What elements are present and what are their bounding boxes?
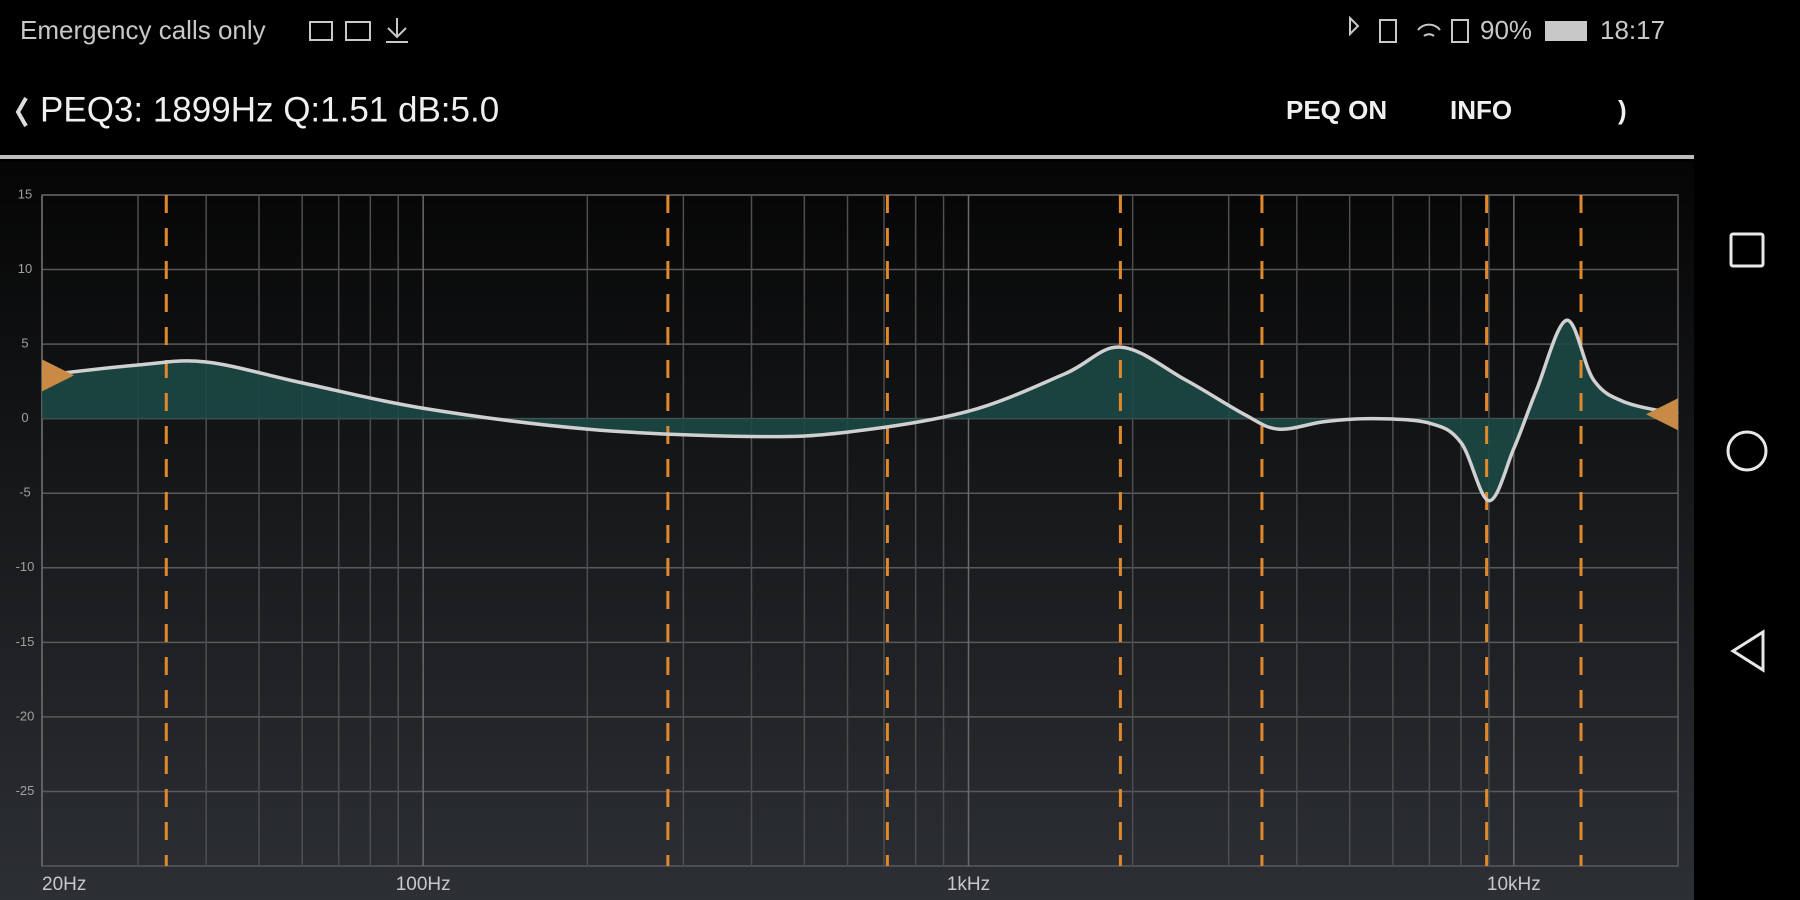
response-curve bbox=[41, 318, 1679, 503]
y-tick-label: -5 bbox=[19, 485, 31, 500]
y-tick-label: 15 bbox=[18, 186, 32, 201]
y-tick-label: -25 bbox=[16, 783, 35, 798]
plot: 15 10 5 0 -5 -10 -15 -20 -25 20Hz 100Hz 1kHz 10kHz bbox=[16, 186, 1679, 895]
y-tick-label: -20 bbox=[16, 708, 35, 723]
x-tick-label: 20Hz bbox=[42, 874, 86, 895]
status-icons bbox=[309, 15, 1587, 43]
toolbar-title: PEQ3: 1899Hz Q:1.51 dB:5.0 bbox=[40, 90, 499, 129]
carrier: Emergency calls only bbox=[20, 15, 266, 45]
home-button[interactable] bbox=[1726, 430, 1768, 472]
x-tick-label: 1kHz bbox=[947, 874, 990, 895]
recents-button[interactable] bbox=[1729, 232, 1765, 268]
clock: 18:17 bbox=[1600, 15, 1665, 45]
shelf-handle[interactable] bbox=[1646, 398, 1678, 431]
x-tick-label: 10kHz bbox=[1487, 874, 1541, 895]
y-tick-label: 0 bbox=[21, 410, 28, 425]
response-area bbox=[42, 320, 1678, 501]
peq-toggle[interactable]: PEQ ON bbox=[1286, 95, 1387, 125]
toolbar-divider bbox=[0, 155, 1694, 159]
y-tick-label: 10 bbox=[18, 261, 32, 276]
back-nav-button[interactable] bbox=[1730, 629, 1765, 673]
back-button[interactable] bbox=[15, 97, 28, 127]
menu-button[interactable]: ) bbox=[1618, 95, 1627, 125]
y-tick-label: 5 bbox=[21, 336, 28, 351]
info-button[interactable]: INFO bbox=[1450, 95, 1512, 125]
y-tick-label: -15 bbox=[16, 634, 35, 649]
nav-bar bbox=[1726, 232, 1768, 673]
y-tick-label: -10 bbox=[16, 559, 35, 574]
battery: 90% bbox=[1480, 15, 1532, 45]
shelf-handle[interactable] bbox=[42, 359, 74, 392]
x-tick-label: 100Hz bbox=[396, 874, 451, 895]
